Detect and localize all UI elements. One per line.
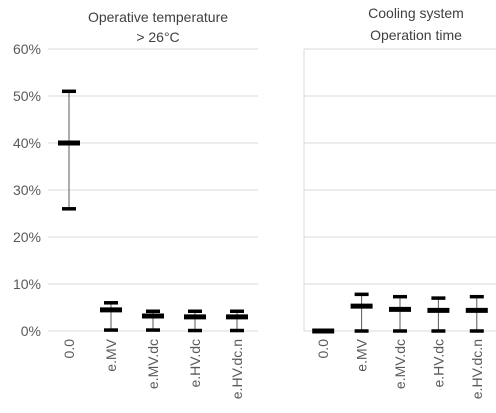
chart-title-line: Cooling system xyxy=(368,5,464,21)
y-tick-label: 30% xyxy=(13,182,41,198)
x-tick-label: 0.0 xyxy=(61,339,77,359)
x-tick-label: e.HV.dc.n xyxy=(469,339,485,399)
chart-panel-1: Operative temperature > 26°C 0% 10% 20% 30% 40… xyxy=(13,9,258,399)
chart-title-line: Operative temperature xyxy=(88,9,228,25)
y-tick-label: 40% xyxy=(13,135,41,151)
y-tick-label: 50% xyxy=(13,88,41,104)
y-tick-label: 20% xyxy=(13,229,41,245)
x-tick-label: e.HV.dc xyxy=(187,339,203,388)
x-tick-label: e.MV xyxy=(354,338,370,371)
x-tick-label: e.MV xyxy=(103,338,119,371)
x-tick-label: e.HV.dc.n xyxy=(229,339,245,399)
chart-title-line: > 26°C xyxy=(136,29,179,45)
x-tick-label: 0.0 xyxy=(315,339,331,359)
x-tick-label: e.MV.dc xyxy=(392,339,408,389)
y-tick-label: 10% xyxy=(13,276,41,292)
y-tick-label: 60% xyxy=(13,41,41,57)
chart-title-line: Operation time xyxy=(370,27,462,43)
y-tick-label: 0% xyxy=(21,323,41,339)
chart-panel-2: Cooling system Operation time 0.0 e.MV e.MV.… xyxy=(303,5,496,399)
x-tick-label: e.MV.dc xyxy=(145,339,161,389)
x-tick-label: e.HV.dc xyxy=(430,339,446,388)
